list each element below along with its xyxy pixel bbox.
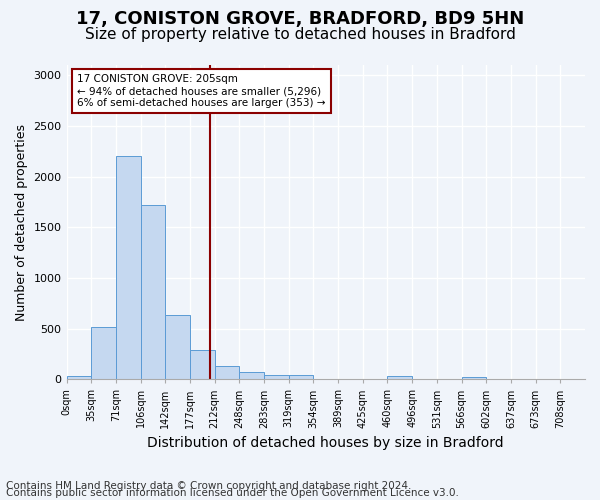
Bar — [165, 315, 190, 380]
Bar — [388, 376, 412, 380]
Text: Size of property relative to detached houses in Bradford: Size of property relative to detached ho… — [85, 28, 515, 42]
Bar — [264, 374, 289, 380]
Text: 17, CONISTON GROVE, BRADFORD, BD9 5HN: 17, CONISTON GROVE, BRADFORD, BD9 5HN — [76, 10, 524, 28]
Bar — [140, 205, 165, 380]
Bar — [91, 326, 116, 380]
X-axis label: Distribution of detached houses by size in Bradford: Distribution of detached houses by size … — [148, 436, 504, 450]
Bar — [239, 372, 264, 380]
Text: Contains public sector information licensed under the Open Government Licence v3: Contains public sector information licen… — [6, 488, 459, 498]
Bar — [215, 366, 239, 380]
Bar — [190, 350, 215, 380]
Text: Contains HM Land Registry data © Crown copyright and database right 2024.: Contains HM Land Registry data © Crown c… — [6, 481, 412, 491]
Text: 17 CONISTON GROVE: 205sqm
← 94% of detached houses are smaller (5,296)
6% of sem: 17 CONISTON GROVE: 205sqm ← 94% of detac… — [77, 74, 325, 108]
Bar — [67, 376, 91, 380]
Bar — [116, 156, 140, 380]
Y-axis label: Number of detached properties: Number of detached properties — [15, 124, 28, 320]
Bar — [289, 375, 313, 380]
Bar — [461, 377, 486, 380]
